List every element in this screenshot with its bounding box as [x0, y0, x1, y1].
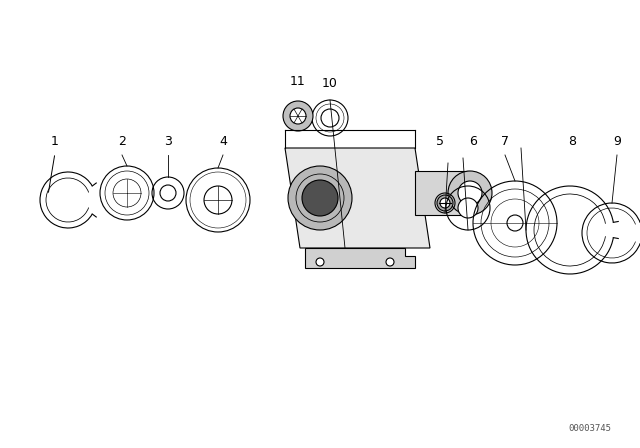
- Circle shape: [440, 198, 450, 208]
- Circle shape: [316, 258, 324, 266]
- Circle shape: [458, 198, 478, 218]
- Circle shape: [448, 171, 492, 215]
- Text: 11: 11: [290, 75, 306, 88]
- Circle shape: [290, 108, 306, 124]
- Text: 3: 3: [164, 135, 172, 148]
- Circle shape: [458, 181, 482, 205]
- Text: 5: 5: [436, 135, 444, 148]
- Text: 9: 9: [613, 135, 621, 148]
- Text: 00003745: 00003745: [568, 423, 611, 432]
- Circle shape: [113, 179, 141, 207]
- Circle shape: [288, 166, 352, 230]
- Circle shape: [321, 109, 339, 127]
- Bar: [415, 171, 470, 215]
- Polygon shape: [285, 148, 430, 248]
- Text: 6: 6: [469, 135, 477, 148]
- Text: 2: 2: [118, 135, 126, 148]
- Circle shape: [117, 183, 137, 203]
- Circle shape: [160, 185, 176, 201]
- Text: 4: 4: [219, 135, 227, 148]
- Circle shape: [302, 180, 338, 216]
- Text: 7: 7: [501, 135, 509, 148]
- Text: 1: 1: [51, 135, 59, 148]
- Circle shape: [437, 195, 453, 211]
- Circle shape: [386, 258, 394, 266]
- Polygon shape: [305, 248, 415, 268]
- Circle shape: [507, 215, 523, 231]
- Circle shape: [204, 186, 232, 214]
- Text: 10: 10: [322, 77, 338, 90]
- Circle shape: [283, 101, 313, 131]
- Text: 8: 8: [568, 135, 576, 148]
